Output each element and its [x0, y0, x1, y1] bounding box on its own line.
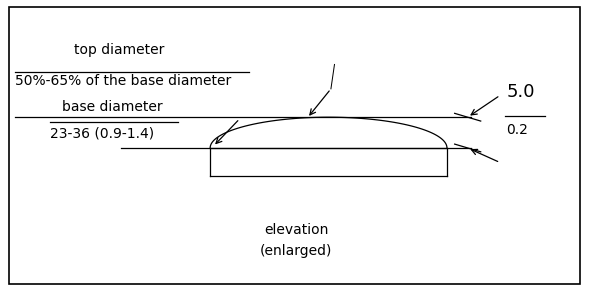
Text: 23-36 (0.9-1.4): 23-36 (0.9-1.4): [50, 126, 155, 140]
Text: 50%-65% of the base diameter: 50%-65% of the base diameter: [15, 74, 231, 88]
Text: top diameter: top diameter: [74, 43, 165, 57]
Text: 5.0: 5.0: [506, 83, 535, 101]
Text: elevation
(enlarged): elevation (enlarged): [260, 223, 332, 258]
Text: base diameter: base diameter: [62, 100, 163, 114]
Text: 0.2: 0.2: [506, 123, 528, 137]
